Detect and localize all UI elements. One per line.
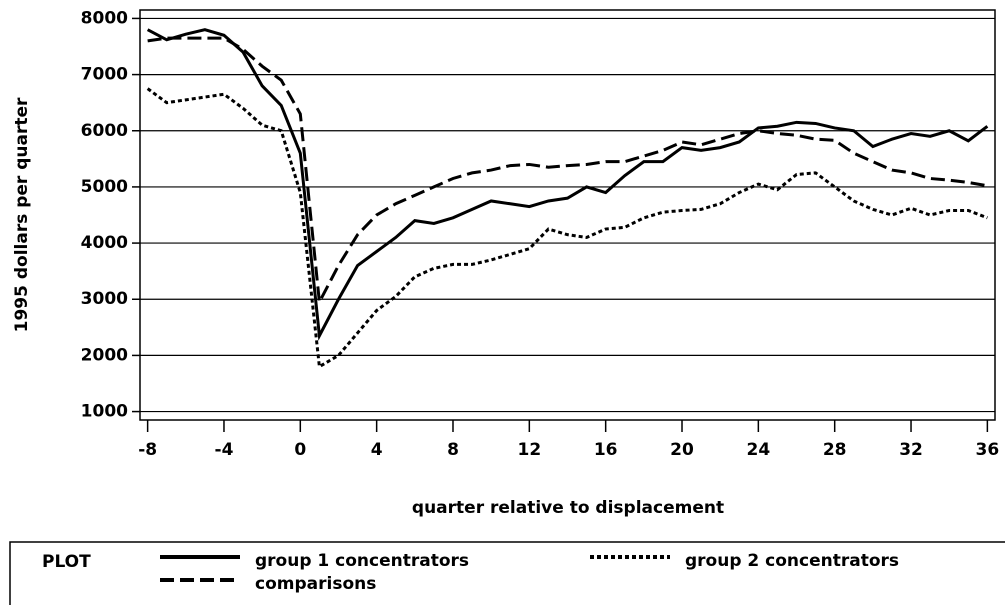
x-tick-label: 8 xyxy=(447,440,459,460)
x-tick-label: 32 xyxy=(899,440,923,460)
x-tick-label: 12 xyxy=(517,440,541,460)
x-tick-label: 4 xyxy=(371,440,383,460)
x-tick-label: 16 xyxy=(594,440,618,460)
x-tick-label: 20 xyxy=(670,440,694,460)
y-tick-label: 3000 xyxy=(81,289,128,309)
x-tick-label: -4 xyxy=(215,440,234,460)
x-axis-label: quarter relative to displacement xyxy=(412,498,724,518)
plot-frame xyxy=(139,9,996,421)
data-line xyxy=(147,36,988,308)
legend-box xyxy=(9,541,1005,605)
x-tick-label: 36 xyxy=(976,440,1000,460)
y-tick-label: 6000 xyxy=(81,121,128,141)
legend-label: group 2 concentrators xyxy=(685,551,899,571)
y-tick-label: 8000 xyxy=(81,8,128,28)
x-tick-label: 28 xyxy=(823,440,847,460)
y-tick-label: 5000 xyxy=(81,177,128,197)
y-tick-label: 2000 xyxy=(81,345,128,365)
y-axis-label: 1995 dollars per quarter xyxy=(12,97,32,332)
x-tick-label: 24 xyxy=(747,440,771,460)
y-tick-label: 4000 xyxy=(81,233,128,253)
x-tick-label: -8 xyxy=(138,440,157,460)
legend-label: comparisons xyxy=(255,574,376,594)
y-tick-label: 1000 xyxy=(81,402,128,422)
data-line xyxy=(146,87,988,370)
legend-title: PLOT xyxy=(42,552,91,572)
x-tick-label: 0 xyxy=(294,440,306,460)
data-line xyxy=(146,28,989,341)
legend-label: group 1 concentrators xyxy=(255,551,469,571)
y-tick-label: 7000 xyxy=(81,65,128,85)
